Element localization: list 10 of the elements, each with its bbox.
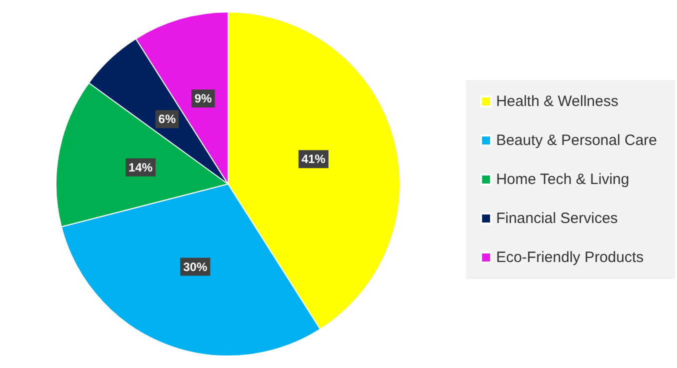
legend-label: Home Tech & Living — [496, 171, 630, 188]
data-label: 9% — [194, 92, 212, 106]
legend-label: Health & Wellness — [496, 93, 618, 110]
legend-label: Eco-Friendly Products — [496, 249, 644, 266]
data-label: 14% — [128, 160, 153, 174]
legend-label: Beauty & Personal Care — [496, 132, 657, 149]
legend-label: Financial Services — [496, 210, 618, 227]
data-label: 30% — [183, 260, 208, 274]
data-label: 41% — [301, 152, 326, 166]
data-label: 6% — [158, 112, 176, 126]
